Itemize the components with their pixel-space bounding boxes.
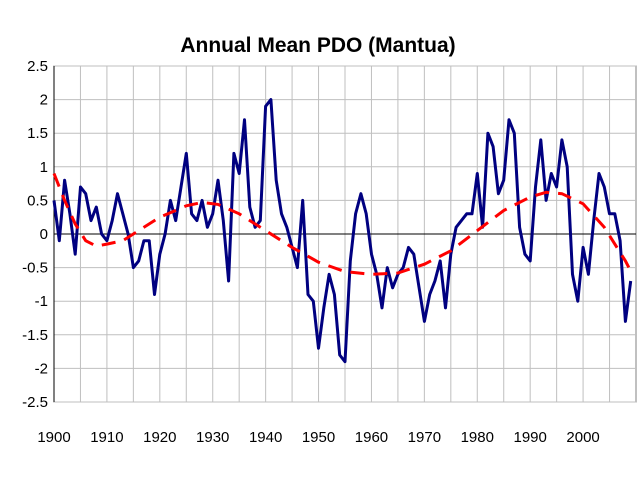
x-tick-label: 1990 <box>513 429 546 446</box>
x-tick-labels: 1900 1910 1920 1930 1940 1950 1960 1970 1980 1990… <box>37 429 599 446</box>
y-tick-label: -1 <box>35 293 48 310</box>
y-tick-label: 0 <box>40 226 48 243</box>
annual-pdo-series-line <box>52 98 633 364</box>
y-tick-label: 1.5 <box>27 125 48 142</box>
y-tick-label: 2 <box>40 92 48 109</box>
x-tick-label: 1910 <box>90 429 123 446</box>
y-tick-label: 2.5 <box>27 58 48 75</box>
x-tick-label: 1950 <box>302 429 335 446</box>
x-tick-label: 1940 <box>249 429 282 446</box>
chart-title: Annual Mean PDO (Mantua) <box>180 34 455 57</box>
x-tick-label: 1980 <box>461 429 494 446</box>
y-tick-label: -2.5 <box>22 394 48 411</box>
x-tick-label: 1930 <box>196 429 229 446</box>
x-tick-label: 1920 <box>143 429 176 446</box>
x-tick-label: 1900 <box>37 429 70 446</box>
y-tick-label: 0.5 <box>27 192 48 209</box>
y-tick-label: 1 <box>40 159 48 176</box>
x-tick-label: 1970 <box>408 429 441 446</box>
y-tick-label: -0.5 <box>22 260 48 277</box>
y-tick-label: -2 <box>35 360 48 377</box>
x-tick-label: 1960 <box>355 429 388 446</box>
trend-series-line <box>52 172 633 276</box>
axes <box>53 66 636 402</box>
y-tick-labels: 2.5 2 1.5 1 0.5 0 -0.5 -1 -1.5 -2 -2.5 <box>22 58 48 411</box>
y-tick-label: -1.5 <box>22 327 48 344</box>
series <box>52 98 633 364</box>
x-tick-label: 2000 <box>566 429 599 446</box>
